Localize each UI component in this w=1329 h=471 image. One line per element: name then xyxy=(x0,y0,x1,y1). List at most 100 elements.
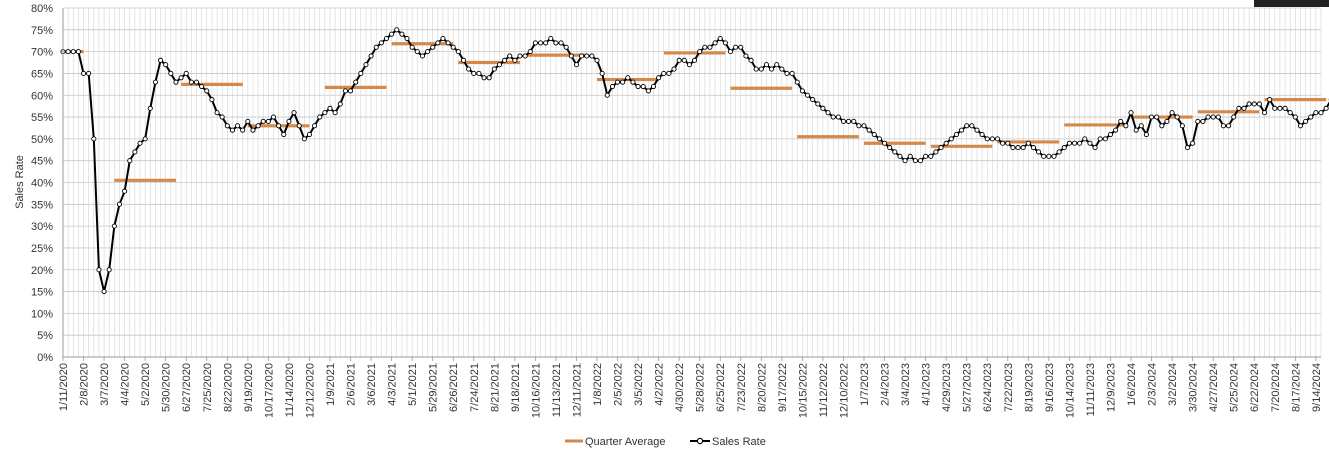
sales-rate-point xyxy=(1056,149,1062,155)
y-tick-label: 60% xyxy=(31,90,53,102)
sales-rate-point xyxy=(1138,123,1144,129)
sales-rate-point xyxy=(630,79,636,85)
x-tick-label: 1/11/2020 xyxy=(58,363,70,411)
sales-rate-point xyxy=(907,153,913,159)
sales-rate-point xyxy=(625,75,631,81)
sales-rate-point xyxy=(368,53,374,59)
sales-rate-point xyxy=(91,136,97,142)
sales-rate-point xyxy=(686,62,692,68)
sales-rate-point xyxy=(1246,101,1252,107)
sales-rate-point xyxy=(579,53,585,59)
x-tick-label: 5/30/2020 xyxy=(161,363,173,412)
sales-rate-point xyxy=(466,66,472,72)
x-tick-label: 6/24/2023 xyxy=(982,363,994,412)
x-tick-label: 7/25/2020 xyxy=(202,363,214,412)
sales-rate-point xyxy=(1092,145,1098,151)
sales-rate-point xyxy=(460,57,467,63)
sales-rate-point xyxy=(317,114,323,120)
x-tick-label: 10/14/2023 xyxy=(1064,363,1076,418)
sales-rate-point xyxy=(943,140,949,146)
sales-rate-point xyxy=(615,79,621,85)
x-tick-label: 9/14/2024 xyxy=(1311,363,1323,412)
sales-rate-point xyxy=(522,53,528,59)
sales-rate-point xyxy=(969,123,975,129)
sales-rate-point xyxy=(1318,110,1324,116)
x-tick-label: 11/13/2021 xyxy=(551,363,563,417)
x-tick-label: 11/14/2020 xyxy=(284,363,296,417)
x-tick-label: 3/30/2024 xyxy=(1188,363,1200,412)
sales-rate-point xyxy=(1277,105,1283,111)
sales-rate-point xyxy=(599,70,605,76)
x-tick-label: 9/18/2021 xyxy=(510,363,522,412)
sales-rate-point xyxy=(1097,136,1103,142)
sales-rate-point xyxy=(1210,114,1216,120)
sales-rate-point xyxy=(1015,145,1021,151)
sales-rate-point xyxy=(1030,145,1037,151)
sales-rate-point xyxy=(1220,123,1226,129)
sales-rate-point xyxy=(481,75,487,81)
sales-rate-point xyxy=(265,118,271,124)
sales-rate-point xyxy=(116,201,123,207)
sales-rate-point xyxy=(1005,140,1011,146)
sales-rate-point xyxy=(70,49,76,55)
sales-rate-point xyxy=(1046,153,1052,159)
sales-rate-point xyxy=(425,49,431,55)
x-tick-label: 3/6/2021 xyxy=(366,363,378,406)
x-tick-label: 6/26/2021 xyxy=(448,363,460,412)
sales-rate-point xyxy=(1113,127,1119,133)
sales-rate-point xyxy=(276,123,282,129)
sales-rate-point xyxy=(763,62,770,68)
y-tick-label: 35% xyxy=(31,199,53,211)
sales-rate-point xyxy=(101,289,107,295)
sales-rate-point xyxy=(1303,118,1309,124)
sales-rate-point xyxy=(1323,105,1329,111)
sales-rate-point xyxy=(1287,110,1293,116)
y-axis-title: Sales Rate xyxy=(14,155,26,209)
sales-rate-point xyxy=(1000,140,1006,146)
sales-rate-point xyxy=(1102,136,1108,142)
legend-quarter-average-label: Quarter Average xyxy=(585,436,666,448)
sales-rate-point xyxy=(923,153,929,159)
sales-rate-point xyxy=(1226,123,1232,129)
x-tick-label: 9/19/2020 xyxy=(243,363,255,412)
sales-rate-point xyxy=(948,136,954,142)
y-tick-label: 15% xyxy=(31,287,53,299)
sales-rate-point xyxy=(1231,114,1237,120)
sales-rate-point xyxy=(132,149,138,155)
sales-rate-point xyxy=(558,40,564,46)
sales-rate-point xyxy=(178,75,184,81)
sales-rate-point xyxy=(173,79,179,85)
sales-rate-point xyxy=(548,35,554,42)
y-tick-label: 5% xyxy=(37,330,53,342)
sales-rate-point xyxy=(635,83,641,90)
sales-rate-point xyxy=(984,136,990,142)
sales-rate-point xyxy=(543,40,549,46)
sales-rate-point xyxy=(1025,140,1031,146)
sales-rate-point xyxy=(727,49,734,55)
sales-rate-point xyxy=(445,40,451,46)
sales-rate-point xyxy=(204,88,210,94)
x-tick-label: 12/11/2021 xyxy=(571,363,583,417)
x-tick-label: 5/2/2020 xyxy=(140,363,152,406)
y-tick-label: 10% xyxy=(31,308,53,320)
sales-rate-point xyxy=(1041,153,1047,159)
sales-rate-point xyxy=(692,57,698,63)
sales-rate-point xyxy=(486,75,492,81)
sales-rate-point xyxy=(645,88,651,94)
x-tick-label: 9/16/2023 xyxy=(1044,363,1056,412)
sales-rate-point xyxy=(681,57,687,63)
sales-rate-point xyxy=(137,140,143,146)
sales-rate-point xyxy=(1195,118,1201,124)
sales-rate-point xyxy=(240,127,246,133)
x-tick-label: 3/5/2022 xyxy=(633,363,645,406)
y-tick-label: 20% xyxy=(31,265,53,277)
x-tick-label: 3/7/2020 xyxy=(99,363,111,406)
sales-rate-point xyxy=(1267,97,1273,103)
plot-axes xyxy=(62,8,1321,358)
sales-rate-point xyxy=(291,110,297,116)
sales-rate-point xyxy=(1236,105,1242,111)
sales-rate-point xyxy=(193,79,200,85)
sales-rate-point xyxy=(707,44,713,50)
y-tick-label: 55% xyxy=(31,112,53,124)
sales-rate-point xyxy=(717,35,723,42)
